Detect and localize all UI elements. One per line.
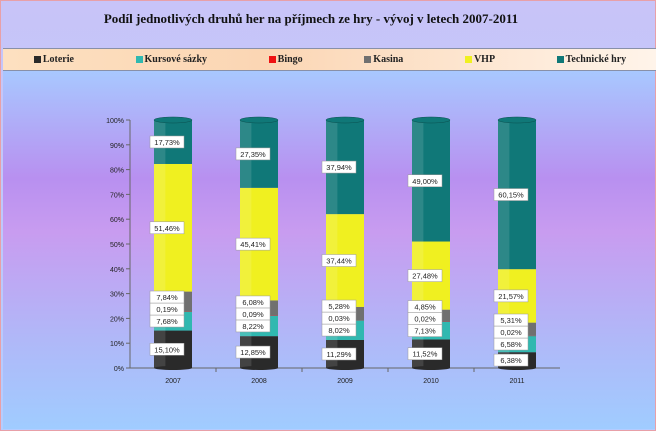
data-label: 7,84%	[156, 293, 178, 302]
data-label: 37,94%	[326, 163, 352, 172]
y-tick-label: 60%	[110, 217, 124, 224]
bar-bottom	[498, 366, 536, 370]
data-label: 11,29%	[327, 350, 352, 359]
data-label: 0,02%	[500, 328, 522, 337]
legend-swatch	[33, 56, 41, 63]
bar-bottom	[412, 366, 450, 370]
chart-title: Podíl jednotlivých druhů her na příjmech…	[103, 11, 519, 26]
legend: Loterie Kursové sázky Bingo Kasina VHP Techni…	[3, 48, 656, 71]
data-label: 60,15%	[498, 191, 524, 200]
legend-item: Loterie	[33, 54, 74, 65]
x-tick-label: 2007	[165, 378, 181, 385]
data-label: 49,00%	[412, 177, 438, 186]
data-label: 7,68%	[156, 317, 178, 326]
data-label: 0,19%	[156, 305, 178, 314]
data-label: 21,57%	[498, 292, 524, 301]
data-label-box	[407, 269, 443, 282]
data-label: 12,85%	[240, 348, 266, 357]
y-tick-label: 100%	[106, 118, 124, 125]
bar-top	[239, 116, 279, 124]
legend-label: Loterie	[42, 54, 74, 65]
data-label: 27,48%	[412, 272, 438, 281]
data-label: 0,03%	[328, 314, 350, 323]
bar-top	[153, 116, 193, 124]
bar-bottom	[240, 366, 278, 370]
legend-item: Kursové sázky	[135, 54, 208, 65]
data-label-box	[407, 174, 443, 188]
data-label: 6,38%	[500, 356, 522, 365]
legend-item: Kasina	[364, 54, 403, 65]
legend-label: Kursové sázky	[144, 54, 208, 65]
legend-label: Kasina	[373, 54, 404, 65]
data-label-box	[149, 135, 185, 149]
data-label: 45,41%	[240, 240, 266, 249]
legend-label: VHP	[473, 54, 496, 65]
y-tick-label: 20%	[110, 316, 124, 323]
data-label: 5,28%	[328, 302, 350, 311]
data-label-box	[149, 221, 185, 235]
legend-swatch	[464, 56, 472, 63]
x-tick-label: 2009	[337, 378, 353, 385]
data-label: 8,22%	[242, 322, 264, 331]
data-label: 51,46%	[154, 224, 180, 233]
data-label: 27,35%	[240, 150, 266, 159]
data-label: 5,31%	[500, 316, 522, 325]
data-label-box	[149, 290, 185, 304]
x-tick-label: 2008	[251, 378, 267, 385]
y-tick-label: 40%	[110, 267, 124, 274]
data-label: 6,58%	[500, 340, 522, 349]
data-label: 17,73%	[154, 138, 180, 147]
legend-swatch	[268, 56, 276, 63]
data-label-box	[407, 300, 443, 313]
data-label-box	[235, 345, 271, 359]
legend-item: Bingo	[268, 54, 303, 65]
legend-swatch	[364, 56, 372, 63]
y-tick-label: 10%	[110, 341, 124, 348]
data-label-box	[493, 313, 529, 327]
bar-top	[325, 116, 365, 124]
data-label-box	[321, 299, 357, 313]
data-label-box	[493, 353, 529, 367]
data-label: 0,02%	[414, 315, 436, 324]
data-label: 7,13%	[414, 327, 436, 336]
legend-swatch	[135, 56, 143, 63]
data-label: 4,85%	[414, 303, 436, 312]
data-label-box	[235, 147, 271, 161]
data-label: 8,02%	[328, 326, 350, 335]
data-label: 37,44%	[326, 257, 352, 266]
x-tick-label: 2011	[509, 378, 524, 385]
legend-label: Technické hry	[565, 54, 627, 65]
data-label-box	[321, 254, 357, 267]
data-label-box	[321, 347, 357, 361]
y-tick-label: 50%	[110, 242, 124, 249]
data-label-box	[235, 295, 271, 309]
data-label-box	[321, 160, 357, 174]
bar-bottom	[326, 366, 364, 370]
bar-top	[497, 116, 537, 124]
data-label-box	[149, 343, 185, 356]
legend-swatch	[556, 56, 564, 63]
data-label: 6,08%	[242, 298, 264, 307]
legend-item: VHP	[464, 54, 496, 65]
data-label: 15,10%	[154, 345, 180, 354]
data-label-box	[235, 237, 271, 251]
bar-top	[411, 116, 451, 124]
data-label-box	[493, 289, 529, 303]
data-label: 0,09%	[242, 310, 264, 319]
legend-item: Technické hry	[556, 54, 627, 65]
y-tick-label: 0%	[114, 366, 124, 373]
y-tick-label: 80%	[110, 168, 124, 175]
y-tick-label: 90%	[110, 143, 124, 150]
data-label: 11,52%	[413, 350, 438, 359]
y-tick-label: 70%	[110, 192, 124, 199]
y-tick-label: 30%	[110, 292, 124, 299]
data-label-box	[407, 347, 443, 360]
legend-label: Bingo	[277, 54, 303, 65]
x-tick-label: 2010	[423, 378, 439, 385]
data-label-box	[493, 188, 529, 201]
bar-bottom	[154, 366, 192, 370]
